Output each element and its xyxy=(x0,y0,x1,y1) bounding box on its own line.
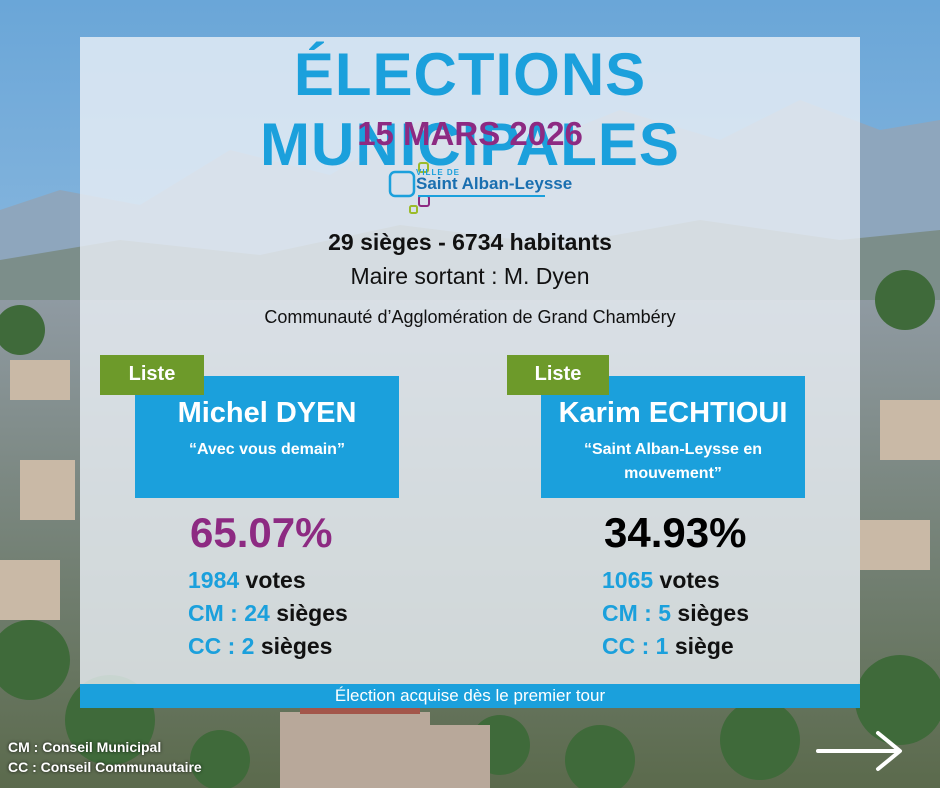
election-date: 15 MARS 2026 xyxy=(357,115,583,152)
logo-town-name: Saint Alban-Leysse xyxy=(416,174,573,193)
info-panel xyxy=(80,37,860,708)
vote-percentage-echtioui: 34.93% xyxy=(604,509,747,556)
legend-cm: CM : Conseil Municipal xyxy=(8,739,162,755)
outgoing-mayor: Maire sortant : M. Dyen xyxy=(350,263,590,289)
result-banner: Élection acquise dès le premier tour xyxy=(80,684,860,708)
arrow-right-icon[interactable] xyxy=(814,728,906,774)
cm-seats-dyen: CM : 24 sièges xyxy=(188,600,348,626)
cc-seats-echtioui: CC : 1 siège xyxy=(602,633,734,659)
candidate-card-dyen: Michel DYEN “Avec vous demain” xyxy=(135,376,399,498)
list-motto: “Avec vous demain” xyxy=(189,441,345,458)
votes-count-dyen: 1984 votes xyxy=(188,567,306,593)
candidate-card-echtioui: Karim ECHTIOUI “Saint Alban-Leysse en mo… xyxy=(541,376,805,498)
seats-population: 29 sièges - 6734 habitants xyxy=(328,229,612,255)
logo-prefix: VILLE DE xyxy=(416,168,461,177)
town-logo xyxy=(388,162,545,214)
candidate-name: Karim ECHTIOUI xyxy=(558,397,788,429)
list-motto: “Saint Alban-Leysse en mouvement” xyxy=(583,441,763,482)
candidate-name: Michel DYEN xyxy=(177,397,357,429)
agglomeration-name: Communauté d’Agglomération de Grand Cham… xyxy=(264,307,676,327)
list-tag: Liste xyxy=(507,355,609,395)
list-tag: Liste xyxy=(100,355,204,395)
cm-seats-echtioui: CM : 5 sièges xyxy=(602,600,750,626)
page-title: ÉLECTIONS MUNICIPALES xyxy=(260,41,680,178)
votes-count-echtioui: 1065 votes xyxy=(602,567,720,593)
legend-cc: CC : Conseil Communautaire xyxy=(8,759,202,775)
cc-seats-dyen: CC : 2 sièges xyxy=(188,633,333,659)
vote-percentage-dyen: 65.07% xyxy=(190,509,333,556)
